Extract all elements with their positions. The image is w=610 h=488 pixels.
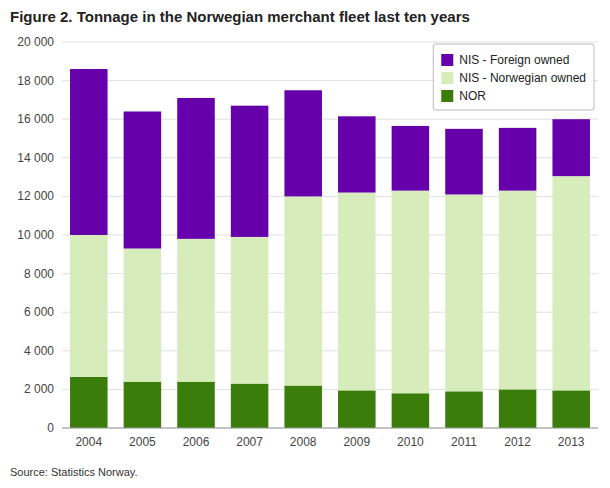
- legend-swatch: [441, 72, 453, 84]
- bar: [177, 98, 215, 239]
- grid: [62, 42, 598, 428]
- bar: [284, 90, 322, 196]
- x-axis-line: [62, 428, 598, 429]
- y-tick-label: 0: [47, 421, 54, 435]
- bar: [70, 69, 108, 235]
- bar: [124, 111, 162, 248]
- bar: [124, 249, 162, 382]
- y-tick-label: 20 000: [17, 35, 54, 49]
- bar: [70, 235, 108, 377]
- grid-line: [62, 42, 598, 43]
- bar: [231, 106, 269, 237]
- bars: [70, 69, 590, 428]
- y-tick-label: 16 000: [17, 112, 54, 126]
- x-tick-label: 2011: [451, 435, 477, 449]
- title: Figure 2. Tonnage in the Norwegian merch…: [10, 8, 470, 25]
- bar: [338, 390, 376, 428]
- y-tick-label: 10 000: [17, 228, 54, 242]
- bar: [499, 191, 537, 390]
- legend-label: NIS - Foreign owned: [459, 53, 569, 67]
- x-tick-label: 2010: [397, 435, 424, 449]
- chart: Figure 2. Tonnage in the Norwegian merch…: [0, 0, 610, 488]
- y-tick-label: 8 000: [24, 267, 54, 281]
- bar: [552, 176, 590, 390]
- x-tick-label: 2007: [236, 435, 263, 449]
- bar: [392, 393, 430, 428]
- bar: [445, 194, 483, 391]
- x-tick-label: 2013: [558, 435, 585, 449]
- bar: [284, 386, 322, 428]
- bar: [231, 237, 269, 384]
- bar: [499, 128, 537, 191]
- x-tick-label: 2004: [75, 435, 102, 449]
- legend-swatch: [441, 90, 453, 102]
- bar: [552, 119, 590, 176]
- legend-swatch: [441, 54, 453, 66]
- bar: [445, 129, 483, 195]
- x-tick-label: 2005: [129, 435, 156, 449]
- legend-label: NIS - Norwegian owned: [459, 71, 586, 85]
- y-tick-label: 2 000: [24, 382, 54, 396]
- source-note: Source: Statistics Norway.: [10, 466, 138, 478]
- grid-line: [62, 428, 598, 429]
- bar: [552, 390, 590, 428]
- bar: [284, 196, 322, 385]
- x-tick-label: 2008: [290, 435, 317, 449]
- bar: [392, 191, 430, 394]
- y-tick-label: 12 000: [17, 189, 54, 203]
- bar: [338, 116, 376, 192]
- legend-box: [433, 44, 594, 110]
- page: {"chart_data": { "type": "bar", "stacked…: [0, 0, 610, 488]
- legend-label: NOR: [459, 89, 486, 103]
- legend: NIS - Foreign owned NIS - Norwegian owned…: [433, 44, 594, 110]
- bar: [177, 382, 215, 428]
- bar: [70, 377, 108, 428]
- y-tick-label: 14 000: [17, 151, 54, 165]
- x-tick-label: 2006: [183, 435, 210, 449]
- bar: [231, 384, 269, 428]
- x-tick-label: 2012: [504, 435, 531, 449]
- bar: [338, 193, 376, 391]
- bar: [445, 391, 483, 428]
- x-tick-label: 2009: [343, 435, 370, 449]
- y-tick-label: 18 000: [17, 74, 54, 88]
- bar: [177, 239, 215, 382]
- bar: [499, 389, 537, 428]
- y-tick-label: 4 000: [24, 344, 54, 358]
- bar: [124, 382, 162, 428]
- y-tick-label: 6 000: [24, 305, 54, 319]
- bar: [392, 126, 430, 191]
